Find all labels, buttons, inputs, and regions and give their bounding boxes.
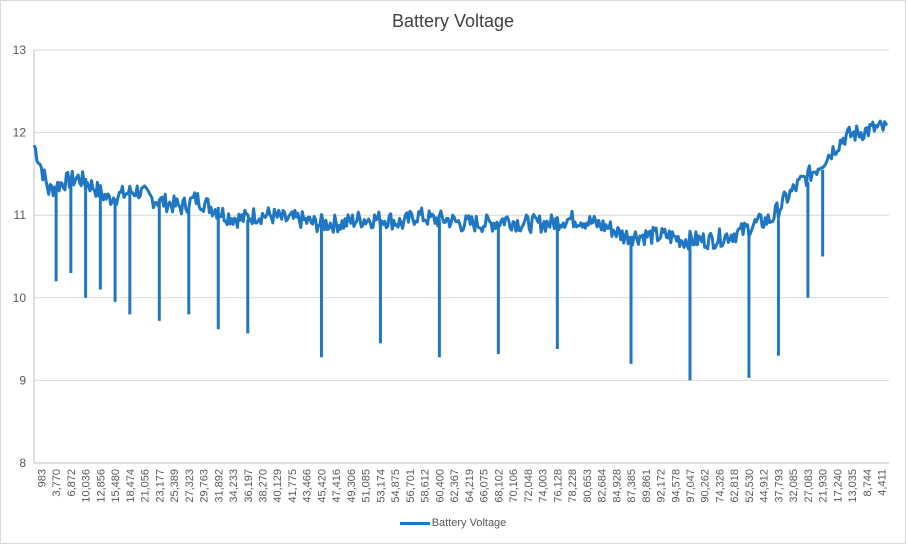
x-tick-label: 74,003 [538,469,550,503]
x-tick-label: 78,228 [567,469,579,503]
x-tick-label: 52,530 [744,469,756,503]
x-tick-label: 51,085 [361,469,373,503]
x-tick-label: 40,129 [272,469,284,503]
x-tick-label: 10,036 [81,469,93,503]
y-tick-label: 8 [19,456,26,470]
x-tick-label: 90,262 [700,469,712,503]
x-tick-label: 3,770 [51,469,63,497]
x-tick-label: 74,326 [714,469,726,503]
x-tick-label: 89,861 [641,469,653,503]
legend: Battery Voltage [1,517,905,529]
gridlines [34,49,889,464]
chart-title: Battery Voltage [391,11,515,31]
x-tick-label: 92,172 [656,469,668,503]
x-tick-label: 70,106 [508,469,520,503]
x-tick-label: 43,466 [302,469,314,503]
x-tick-label: 60,400 [434,469,446,503]
axes [33,50,889,464]
x-tick-label: 21,930 [818,469,830,503]
y-tick-labels: 8 9 10 11 12 13 [13,43,27,470]
y-tick-label: 11 [14,208,27,222]
x-tick-label: 80,653 [582,469,594,503]
series-group [32,119,888,381]
x-tick-label: 84,928 [611,469,623,503]
x-tick-label: 64,219 [464,469,476,503]
x-tick-label: 49,306 [346,469,358,503]
x-tick-label: 76,128 [552,469,564,503]
x-tick-label: 6,872 [66,469,78,497]
x-tick-label: 58,612 [420,469,432,503]
x-tick-label: 21,056 [140,469,152,503]
x-tick-label: 34,233 [228,469,240,503]
x-tick-label: 68,102 [493,469,505,503]
x-tick-labels: 983 3,770 6,872 10,036 12,856 15,480 18,474 21,… [36,469,888,503]
x-tick-label: 82,684 [597,469,609,503]
x-tick-label: 62,818 [729,469,741,503]
x-tick-label: 47,416 [331,469,343,503]
y-tick-label: 12 [13,126,27,140]
x-tick-label: 36,197 [243,469,255,503]
x-tick-label: 37,793 [773,469,785,503]
x-tick-label: 29,763 [199,469,211,503]
x-tick-label: 31,892 [213,469,225,503]
y-tick-label: 9 [19,373,26,387]
x-tick-label: 41,775 [287,469,299,503]
x-tick-label: 4,411 [877,469,889,496]
x-tick-label: 15,480 [110,469,122,503]
x-tick-label: 32,085 [788,469,800,503]
x-tick-label: 72,048 [523,469,535,503]
x-tick-label: 38,270 [257,469,269,503]
legend-label: Battery Voltage [431,517,507,529]
x-tick-label: 53,174 [375,469,387,503]
x-tick-label: 17,240 [832,469,844,503]
legend-swatch [399,521,430,525]
y-tick-label: 13 [13,43,27,57]
x-tick-label: 45,420 [316,469,328,503]
x-tick-label: 56,701 [405,469,417,503]
x-tick-label: 983 [36,469,48,487]
x-tick-label: 18,474 [125,469,137,503]
x-tick-label: 62,367 [449,469,461,503]
x-tick-label: 13,035 [847,469,859,503]
y-tick-label: 10 [13,291,27,305]
x-tick-label: 87,385 [626,469,638,503]
x-tick-label: 66,075 [479,469,491,503]
x-tick-label: 94,578 [670,469,682,503]
series-line [32,119,888,251]
x-tick-label: 97,047 [685,469,697,503]
x-tick-label: 25,389 [169,469,181,503]
x-tick-label: 8,744 [862,469,874,497]
x-tick-label: 27,323 [184,469,196,503]
x-tick-label: 54,875 [390,469,402,503]
x-tick-label: 12,856 [95,469,107,503]
x-tick-label: 44,912 [759,469,771,503]
x-tick-label: 27,083 [803,469,815,503]
x-tick-label: 23,177 [154,469,166,503]
